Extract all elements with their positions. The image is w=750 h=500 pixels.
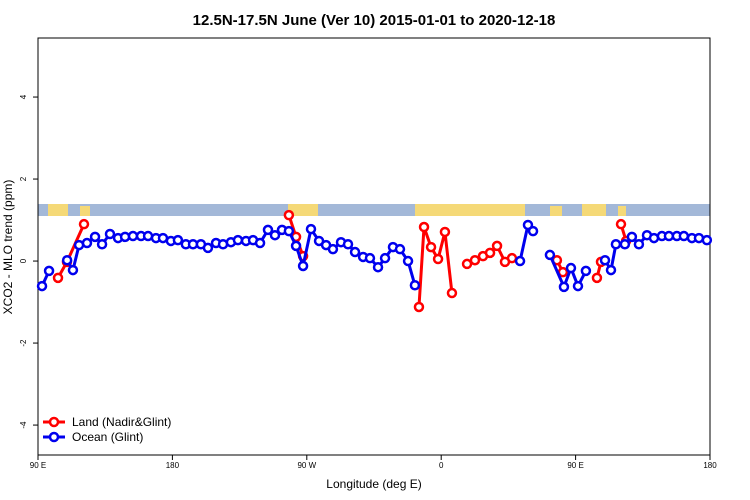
point bbox=[572, 280, 584, 292]
point bbox=[580, 265, 592, 277]
point bbox=[544, 249, 556, 261]
x-tick-label: 90 E bbox=[30, 461, 46, 470]
legend-marker bbox=[48, 416, 60, 428]
point bbox=[172, 234, 184, 246]
point bbox=[432, 253, 444, 265]
point bbox=[283, 225, 295, 237]
point bbox=[626, 231, 638, 243]
point bbox=[469, 254, 481, 266]
point bbox=[605, 264, 617, 276]
point bbox=[506, 252, 518, 264]
x-tick-label: 90 E bbox=[567, 461, 583, 470]
point bbox=[514, 255, 526, 267]
point bbox=[67, 264, 79, 276]
legend-label: Ocean (Glint) bbox=[72, 430, 143, 444]
point bbox=[701, 234, 713, 246]
point bbox=[409, 279, 421, 291]
point bbox=[254, 237, 266, 249]
point bbox=[439, 226, 451, 238]
point bbox=[418, 221, 430, 233]
point bbox=[484, 247, 496, 259]
point bbox=[43, 265, 55, 277]
point bbox=[619, 238, 631, 250]
point bbox=[394, 243, 406, 255]
point bbox=[491, 240, 503, 252]
point bbox=[52, 272, 64, 284]
x-tick-label: 180 bbox=[166, 461, 180, 470]
series-line bbox=[56, 214, 628, 308]
point bbox=[305, 223, 317, 235]
point bbox=[202, 242, 214, 254]
x-tick-label: 0 bbox=[439, 461, 444, 470]
point bbox=[461, 258, 473, 270]
y-tick-label: 2 bbox=[19, 176, 28, 181]
point bbox=[297, 260, 309, 272]
point bbox=[425, 241, 437, 253]
x-tick-label: 180 bbox=[703, 461, 717, 470]
y-tick-label: -2 bbox=[19, 339, 28, 347]
point bbox=[402, 255, 414, 267]
point bbox=[232, 234, 244, 246]
point bbox=[615, 218, 627, 230]
point bbox=[78, 218, 90, 230]
y-tick-label: 0 bbox=[19, 258, 28, 263]
y-tick-label: -4 bbox=[19, 421, 28, 429]
y-axis-title: XCO2 - MLO trend (ppm) bbox=[1, 180, 15, 315]
point bbox=[283, 209, 295, 221]
point bbox=[364, 252, 376, 264]
point bbox=[446, 287, 458, 299]
point bbox=[413, 301, 425, 313]
point bbox=[558, 281, 570, 293]
point bbox=[678, 230, 690, 242]
point bbox=[591, 272, 603, 284]
point bbox=[127, 230, 139, 242]
x-tick-label: 90 W bbox=[297, 461, 316, 470]
y-tick-label: 4 bbox=[19, 94, 28, 99]
plot-frame bbox=[37, 37, 711, 456]
point bbox=[599, 254, 611, 266]
point bbox=[633, 238, 645, 250]
point bbox=[379, 252, 391, 264]
legend-label: Land (Nadir&Glint) bbox=[72, 415, 171, 429]
chart-title: 12.5N-17.5N June (Ver 10) 2015-01-01 to … bbox=[193, 12, 556, 29]
point bbox=[262, 224, 274, 236]
point bbox=[527, 225, 539, 237]
point bbox=[269, 229, 281, 241]
point bbox=[290, 240, 302, 252]
point bbox=[61, 254, 73, 266]
x-axis-title: Longitude (deg E) bbox=[326, 477, 421, 491]
point bbox=[565, 262, 577, 274]
point bbox=[327, 243, 339, 255]
point bbox=[104, 228, 116, 240]
point bbox=[96, 238, 108, 250]
point bbox=[342, 238, 354, 250]
point bbox=[372, 261, 384, 273]
point bbox=[81, 237, 93, 249]
point bbox=[349, 246, 361, 258]
point bbox=[610, 238, 622, 250]
point bbox=[89, 231, 101, 243]
legend-marker bbox=[48, 431, 60, 443]
map-strip bbox=[38, 204, 710, 216]
point bbox=[36, 280, 48, 292]
